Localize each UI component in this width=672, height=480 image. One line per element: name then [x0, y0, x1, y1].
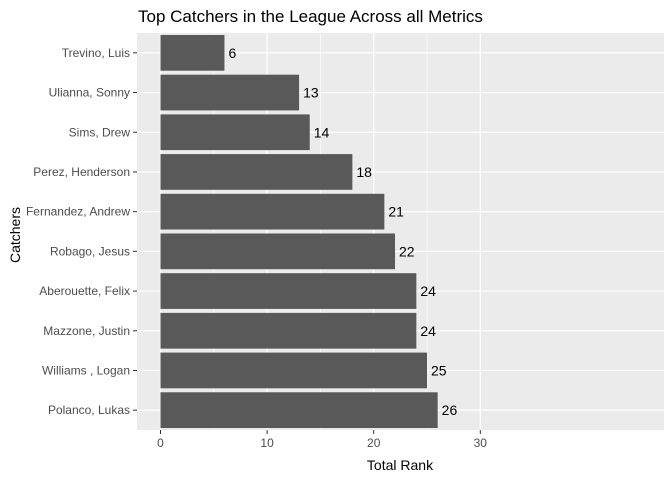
- y-tick-label: Sims, Drew: [69, 125, 131, 139]
- bar: [160, 312, 417, 349]
- bar: [160, 114, 310, 151]
- bar: [160, 193, 385, 230]
- bar: [160, 34, 225, 71]
- y-tick-label: Fernandez, Andrew: [26, 205, 130, 219]
- y-tick-label: Perez, Henderson: [33, 165, 130, 179]
- y-tick-label: Ulianna, Sonny: [49, 86, 130, 100]
- x-tick-label: 20: [367, 436, 381, 450]
- y-tick-label: Robago, Jesus: [50, 244, 130, 258]
- bar: [160, 352, 427, 389]
- bar: [160, 74, 300, 111]
- data-label: 25: [431, 362, 447, 378]
- x-tick-label: 0: [157, 436, 164, 450]
- data-label: 6: [228, 45, 236, 61]
- y-axis: Trevino, Luis Ulianna, Sonny Sims, Drew Per…: [26, 46, 137, 417]
- y-tick-label: Polanco, Lukas: [48, 403, 130, 417]
- data-label: 22: [399, 243, 415, 259]
- bar: [160, 273, 417, 309]
- bars: [160, 34, 438, 429]
- x-axis-title: Total Rank: [367, 457, 434, 473]
- bar: [160, 154, 353, 190]
- y-tick-label: Mazzone, Justin: [43, 324, 130, 338]
- y-tick-label: Trevino, Luis: [62, 46, 130, 60]
- y-axis-title: Catchers: [7, 207, 23, 263]
- chart-title: Top Catchers in the League Across all Me…: [138, 7, 483, 26]
- data-label: 26: [442, 402, 458, 418]
- x-axis: 0 10 20 30: [157, 430, 487, 450]
- data-labels: 6 13 14 18 21 22 24 24 25 26: [228, 45, 457, 418]
- data-label: 13: [303, 85, 319, 101]
- bar: [160, 392, 438, 429]
- data-label: 14: [314, 124, 330, 140]
- x-tick-label: 10: [260, 436, 274, 450]
- data-label: 24: [420, 283, 436, 299]
- data-label: 21: [388, 204, 404, 220]
- data-label: 18: [356, 164, 372, 180]
- data-label: 24: [420, 323, 436, 339]
- bar: [160, 233, 396, 270]
- x-tick-label: 30: [474, 436, 488, 450]
- y-tick-label: Aberouette, Felix: [39, 284, 130, 298]
- y-tick-label: Williams , Logan: [42, 363, 130, 377]
